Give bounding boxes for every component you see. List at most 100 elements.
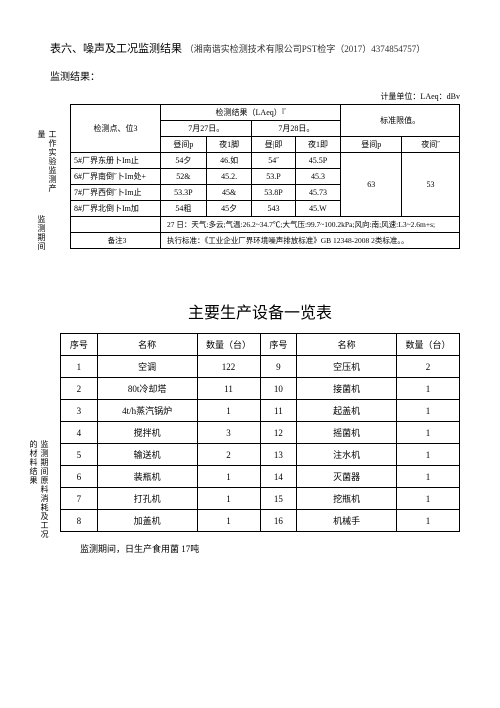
equipment-title: 主要生产设备一览表 [50, 299, 470, 323]
cell: 3 [197, 422, 260, 444]
side-label-mid: 监测期间 [36, 215, 47, 255]
th-name2: 名称 [297, 334, 397, 356]
cell-blank [71, 217, 161, 233]
noise-monitoring-table: 检测点、位3 检测结果（LAeq）『 标准限值。 7月27日。 7月28日。 昼… [70, 104, 460, 249]
unit-label: 计量单位：LAeq：dBv [50, 91, 460, 102]
cell: 45.3 [295, 169, 341, 185]
side-label-lower: 监测期间原料消耗及工况的材料结果 [28, 440, 50, 540]
cell: 1 [397, 466, 460, 488]
cell: 空压机 [297, 356, 397, 378]
cell: 搅拌机 [97, 422, 197, 444]
cell: 5 [61, 444, 98, 466]
cell: 5#厂界东册卜Im止 [71, 153, 161, 169]
col-point: 检测点、位3 [71, 105, 161, 153]
cell: 12 [260, 422, 297, 444]
limit-day: 63 [341, 153, 402, 217]
th-night: 夜1脚 [206, 137, 252, 153]
cell: 54˝ [252, 153, 295, 169]
title-text: 表六、噪声及工况监测结果 [50, 43, 182, 55]
th-day2: 昼|即 [252, 137, 295, 153]
cell: 11 [260, 400, 297, 422]
subhead: 监测结果： [50, 68, 470, 83]
cell: 45.W [295, 201, 341, 217]
table-row: 4搅拌机312摇菌机1 [61, 422, 460, 444]
th-qty2: 数量（台） [397, 334, 460, 356]
cell: 6 [61, 466, 98, 488]
cell: 1 [397, 510, 460, 532]
table-row: 280t冷却塔1110接菌机1 [61, 378, 460, 400]
table-row: 27 日：天气:多云;气温:26.2~34.7℃;大气压:99.7~100.2k… [71, 217, 460, 233]
cell: 15 [260, 488, 297, 510]
cell: 7 [61, 488, 98, 510]
cell: 8 [61, 510, 98, 532]
date1: 7月27日。 [161, 121, 252, 137]
cell: 1 [397, 444, 460, 466]
cell: 13 [260, 444, 297, 466]
cell: 54粗 [161, 201, 207, 217]
table-row: 6装瓶机114灭菌器1 [61, 466, 460, 488]
remark-text: 执行标准：《工业企业厂界环境噪声排放标准》GB 12348-2008 2类标准。… [161, 233, 460, 249]
equipment-table: 序号 名称 数量（台） 序号 名称 数量（台） 1空调1229空压机2 280t… [60, 333, 460, 532]
cell: 打孔机 [97, 488, 197, 510]
cell: 注水机 [297, 444, 397, 466]
table-row: 7打孔机115挖瓶机1 [61, 488, 460, 510]
table-row: 检测点、位3 检测结果（LAeq）『 标准限值。 [71, 105, 460, 121]
cell: 空调 [97, 356, 197, 378]
table-row: 8加盖机116机械手1 [61, 510, 460, 532]
cell: 8#厂界北倒卜Im加 [71, 201, 161, 217]
table-row: 5输送机213注水机1 [61, 444, 460, 466]
th-nightL: 夜间˝ [402, 137, 460, 153]
cell: 2 [61, 378, 98, 400]
cell: 4t/h蒸汽锅炉 [97, 400, 197, 422]
date2: 7月28日。 [252, 121, 341, 137]
cell: 7#厂界西倒˝卜Im止 [71, 185, 161, 201]
remark-label: 备注3 [71, 233, 161, 249]
table-row: 备注3 执行标准：《工业企业厂界环境噪声排放标准》GB 12348-2008 2… [71, 233, 460, 249]
cell: 122 [197, 356, 260, 378]
cell: 1 [397, 378, 460, 400]
cell: 挖瓶机 [297, 488, 397, 510]
table-row: 34t/h蒸汽锅炉111起盖机1 [61, 400, 460, 422]
cell: 11 [197, 378, 260, 400]
col-results: 检测结果（LAeq）『 [161, 105, 341, 121]
cell: 1 [397, 422, 460, 444]
cell: 装瓶机 [97, 466, 197, 488]
cell: 543 [252, 201, 295, 217]
weather-note: 27 日：天气:多云;气温:26.2~34.7℃;大气压:99.7~100.2k… [161, 217, 460, 233]
th-qty: 数量（台） [197, 334, 260, 356]
limit-night: 53 [402, 153, 460, 217]
cell: 摇菌机 [297, 422, 397, 444]
table-row: 5#厂界东册卜Im止 54夕 46.如 54˝ 45.5P 63 53 [71, 153, 460, 169]
col-limit: 标准限值。 [341, 105, 460, 137]
cell: 6#厂界南倒˝卜Im处+ [71, 169, 161, 185]
cell: 1 [197, 510, 260, 532]
cell: 1 [397, 488, 460, 510]
cell: 45夕 [206, 201, 252, 217]
th-no2: 序号 [260, 334, 297, 356]
footnote: 监测期间，日生产食用菌 17吨 [80, 542, 470, 555]
cell: 52& [161, 169, 207, 185]
cell: 1 [61, 356, 98, 378]
cell: 16 [260, 510, 297, 532]
cell: 1 [197, 400, 260, 422]
cell: 1 [197, 466, 260, 488]
cell: 1 [397, 400, 460, 422]
th-no: 序号 [61, 334, 98, 356]
cell: 9 [260, 356, 297, 378]
cell: 机械手 [297, 510, 397, 532]
th-name: 名称 [97, 334, 197, 356]
cell: 45& [206, 185, 252, 201]
cell: 53.3P [161, 185, 207, 201]
cell: 53.P [252, 169, 295, 185]
cell: 45.2. [206, 169, 252, 185]
cell: 4 [61, 422, 98, 444]
th-night2: 夜1即 [295, 137, 341, 153]
cell: 54夕 [161, 153, 207, 169]
cell: 45.73 [295, 185, 341, 201]
cell: 加盖机 [97, 510, 197, 532]
th-dayL: 昼间p [341, 137, 402, 153]
side-label-upper: 工作实验监测产量 [36, 130, 58, 200]
cell: 1 [197, 488, 260, 510]
cell: 接菌机 [297, 378, 397, 400]
cell: 46.如 [206, 153, 252, 169]
